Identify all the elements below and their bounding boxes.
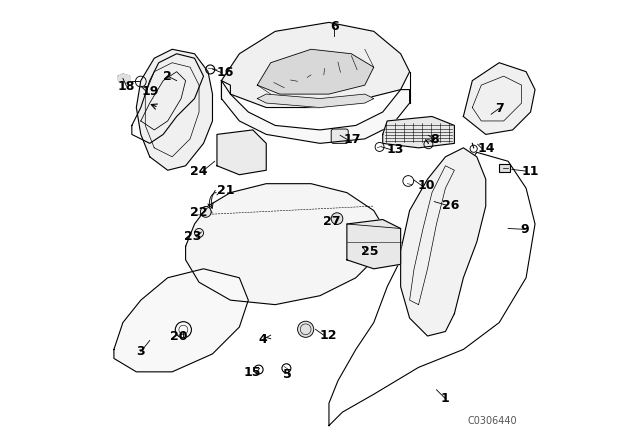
Text: 2: 2 — [163, 69, 172, 83]
Text: 13: 13 — [387, 143, 404, 156]
Text: 18: 18 — [118, 79, 135, 93]
Text: 11: 11 — [522, 164, 539, 178]
Text: 14: 14 — [477, 142, 495, 155]
Text: 27: 27 — [323, 215, 340, 228]
Text: 22: 22 — [189, 206, 207, 220]
Text: 8: 8 — [430, 133, 439, 146]
Circle shape — [298, 321, 314, 337]
Text: 12: 12 — [319, 328, 337, 342]
Text: 19: 19 — [141, 85, 159, 98]
Polygon shape — [383, 116, 454, 148]
Text: 17: 17 — [343, 133, 361, 146]
Polygon shape — [257, 94, 374, 108]
Bar — [430, 197, 440, 204]
Polygon shape — [114, 269, 248, 372]
FancyBboxPatch shape — [332, 129, 348, 143]
Circle shape — [195, 228, 204, 237]
Polygon shape — [257, 49, 374, 94]
Text: 16: 16 — [217, 66, 234, 79]
Polygon shape — [221, 81, 410, 143]
Text: 1: 1 — [441, 392, 450, 405]
Text: 23: 23 — [184, 230, 202, 243]
Polygon shape — [186, 184, 387, 305]
Circle shape — [200, 207, 211, 217]
Polygon shape — [221, 22, 410, 108]
Text: 4: 4 — [259, 333, 267, 346]
Text: C0306440: C0306440 — [467, 417, 517, 426]
Text: 6: 6 — [330, 20, 339, 34]
Text: 7: 7 — [495, 102, 504, 115]
Text: 21: 21 — [217, 184, 234, 197]
Polygon shape — [136, 49, 212, 170]
Text: 5: 5 — [284, 367, 292, 381]
Text: 9: 9 — [521, 223, 529, 236]
Polygon shape — [118, 74, 130, 83]
Circle shape — [332, 213, 343, 224]
Text: 20: 20 — [170, 330, 188, 344]
Text: 10: 10 — [418, 179, 435, 193]
Polygon shape — [347, 220, 401, 269]
Text: 3: 3 — [137, 345, 145, 358]
Text: 15: 15 — [243, 366, 261, 379]
Text: 26: 26 — [442, 198, 460, 212]
Polygon shape — [132, 54, 204, 143]
Bar — [499, 164, 511, 172]
Polygon shape — [463, 63, 535, 134]
Polygon shape — [217, 130, 266, 175]
Text: 24: 24 — [189, 164, 207, 178]
Text: 25: 25 — [361, 245, 379, 258]
Polygon shape — [401, 148, 486, 336]
